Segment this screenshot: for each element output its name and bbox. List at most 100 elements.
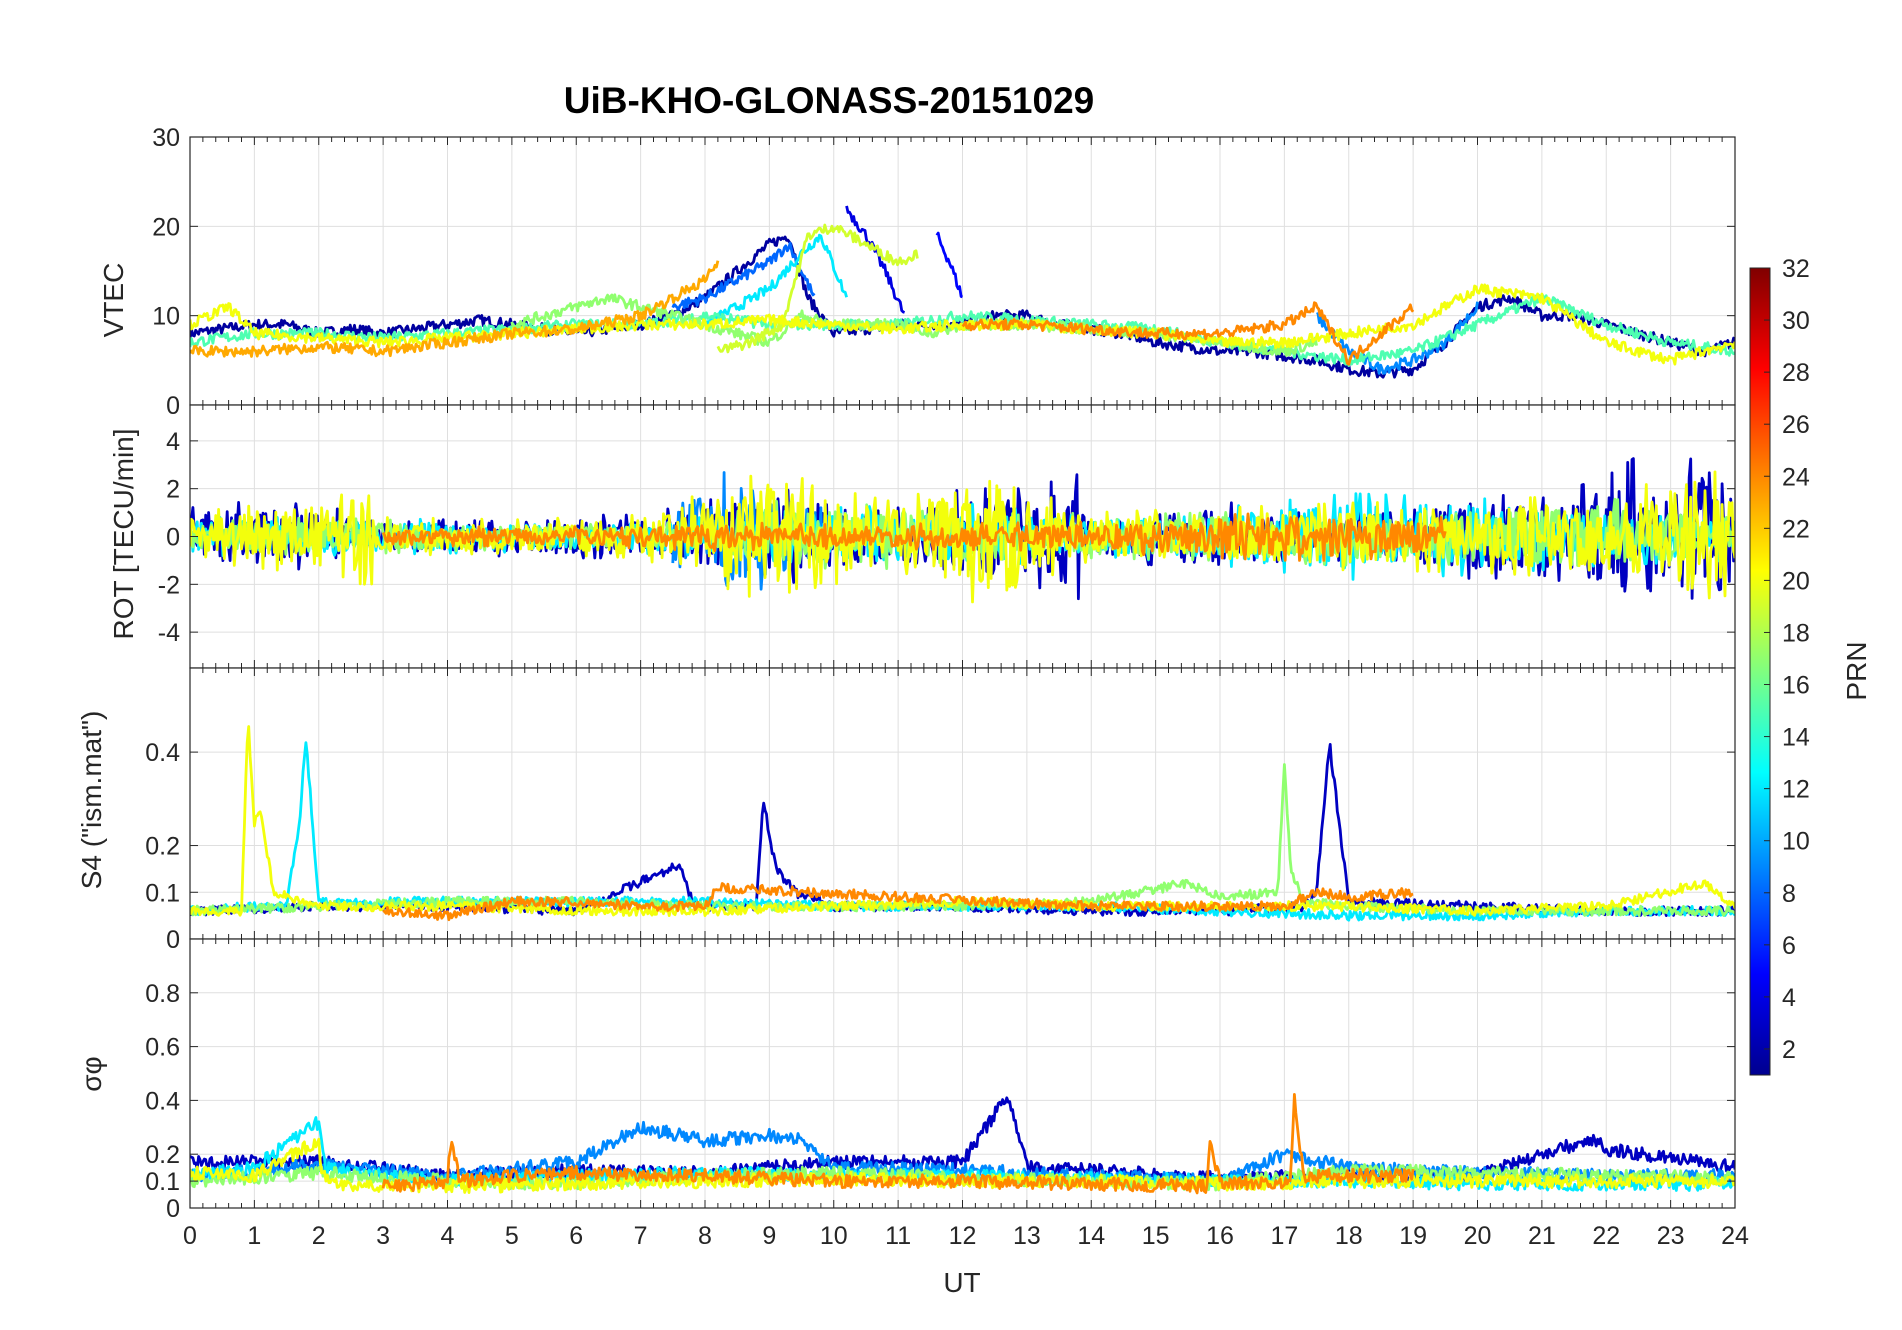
x-tick-label: 21 bbox=[1528, 1222, 1556, 1250]
y-tick-label: 2 bbox=[166, 476, 180, 504]
x-tick-label: 17 bbox=[1270, 1222, 1298, 1250]
y-axis-label-rot: ROT [TECU/min] bbox=[108, 428, 139, 639]
series-line-prn-23 bbox=[190, 260, 720, 358]
x-tick-label: 5 bbox=[505, 1222, 519, 1250]
panel-sigma_phi: 00.10.2 0.4 0.6 0.8 σφ bbox=[76, 938, 1736, 1223]
panel-s4: 0 0.1 0.2 0.4 S4 ("ism.mat") bbox=[76, 667, 1736, 954]
colorbar-tick-label: 12 bbox=[1782, 776, 1810, 804]
series-line-prn-4 bbox=[845, 205, 906, 314]
y-tick-label: 0.1 bbox=[145, 1168, 180, 1196]
x-tick-label: 15 bbox=[1142, 1222, 1170, 1250]
y-tick-label: 0.8 bbox=[145, 980, 180, 1008]
x-tick-label: 18 bbox=[1335, 1222, 1363, 1250]
x-tick-label: 10 bbox=[820, 1222, 848, 1250]
colorbar-label: PRN bbox=[1841, 641, 1872, 700]
colorbar-tick-label: 2 bbox=[1782, 1036, 1796, 1064]
colorbar-tick-label: 16 bbox=[1782, 672, 1810, 700]
series-group bbox=[190, 205, 1735, 379]
series-line-prn-24 bbox=[382, 882, 1414, 922]
y-tick-label: 0.1 bbox=[145, 879, 180, 907]
panel-rot: -4 -2 0 2 4 ROT [TECU/min] bbox=[108, 404, 1736, 669]
x-tick-label: 6 bbox=[569, 1222, 583, 1250]
colorbar-tick-label: 24 bbox=[1782, 463, 1810, 491]
series-line-prn-24 bbox=[961, 301, 1415, 366]
colorbar-tick-label: 18 bbox=[1782, 619, 1810, 647]
colorbar-gradient bbox=[1749, 267, 1771, 1076]
y-tick-label: -2 bbox=[158, 571, 180, 599]
x-tick-label: 7 bbox=[634, 1222, 648, 1250]
y-tick-label: 4 bbox=[166, 428, 180, 456]
x-tick-label: 1 bbox=[247, 1222, 261, 1250]
colorbar-tick-label: 30 bbox=[1782, 307, 1810, 335]
x-minor-ticks bbox=[189, 405, 1736, 668]
series-line-prn-9 bbox=[1316, 301, 1479, 375]
x-tick-label: 8 bbox=[698, 1222, 712, 1250]
series-line-prn-20 bbox=[190, 1137, 1735, 1194]
x-tick-label: 9 bbox=[762, 1222, 776, 1250]
colorbar-tick-label: 32 bbox=[1782, 255, 1810, 283]
colorbar-tick-label: 10 bbox=[1782, 828, 1810, 856]
series-line-prn-5 bbox=[935, 231, 963, 299]
y-tick-label: 0 bbox=[166, 926, 180, 954]
x-tick-label: 20 bbox=[1464, 1222, 1492, 1250]
colorbar-tick-label: 26 bbox=[1782, 411, 1810, 439]
x-axis-label: UT bbox=[943, 1267, 980, 1298]
series-line-prn-8 bbox=[671, 241, 816, 311]
x-tick-label: 12 bbox=[949, 1222, 977, 1250]
series-line-prn-15 bbox=[190, 292, 1735, 368]
x-tick-label: 0 bbox=[183, 1222, 197, 1250]
series-line-prn-17 bbox=[190, 763, 1735, 917]
y-axis-label-s4: S4 ("ism.mat") bbox=[76, 711, 107, 890]
y-tick-label: 0.4 bbox=[145, 1087, 180, 1115]
x-minor-ticks bbox=[189, 137, 1736, 405]
colorbar-tick-label: 22 bbox=[1782, 515, 1810, 543]
colorbar-tick-label: 14 bbox=[1782, 724, 1810, 752]
colorbar-tick-label: 20 bbox=[1782, 567, 1810, 595]
x-tick-label: 4 bbox=[441, 1222, 455, 1250]
series-line-prn-24 bbox=[381, 1093, 1415, 1195]
y-tick-label: 30 bbox=[152, 124, 180, 152]
y-tick-label: -4 bbox=[158, 619, 180, 647]
series-group bbox=[190, 725, 1735, 922]
colorbar-tick-label: 4 bbox=[1782, 984, 1796, 1012]
y-tick-label: 0.2 bbox=[145, 1141, 180, 1169]
x-tick-label: 14 bbox=[1077, 1222, 1105, 1250]
y-tick-label: 0.6 bbox=[145, 1034, 180, 1062]
colorbar-tick-label: 6 bbox=[1782, 932, 1796, 960]
series-line-prn-19 bbox=[716, 223, 919, 354]
x-tick-label: 2 bbox=[312, 1222, 326, 1250]
x-tick-label: 13 bbox=[1013, 1222, 1041, 1250]
y-tick-label: 0.2 bbox=[145, 833, 180, 861]
chart-title: UiB-KHO-GLONASS-20151029 bbox=[564, 80, 1094, 121]
x-tick-labels: 0 1 2 3 4 5 6 7 8 9 10 11 12 13 14 15 16 17 18 19 20 21 22 23 24 bbox=[183, 1222, 1749, 1250]
x-tick-label: 11 bbox=[885, 1222, 911, 1250]
x-tick-label: 24 bbox=[1721, 1222, 1749, 1250]
y-tick-label: 0.4 bbox=[145, 739, 180, 767]
y-axis-label-sigma_phi: σφ bbox=[76, 1056, 107, 1091]
series-group bbox=[190, 1093, 1735, 1195]
y-tick-label: 0 bbox=[166, 524, 180, 552]
x-tick-label: 3 bbox=[376, 1222, 390, 1250]
colorbar-tick-label: 28 bbox=[1782, 359, 1810, 387]
x-tick-label: 19 bbox=[1399, 1222, 1427, 1250]
y-tick-label: 20 bbox=[152, 213, 180, 241]
x-tick-label: 23 bbox=[1657, 1222, 1685, 1250]
y-tick-label: 10 bbox=[152, 303, 180, 331]
series-group bbox=[190, 457, 1735, 604]
y-tick-label: 0 bbox=[166, 1195, 180, 1223]
y-axis-label-vtec: VTEC bbox=[98, 263, 129, 338]
colorbar-tick-label: 8 bbox=[1782, 880, 1796, 908]
panel-vtec: 0 10 20 30 VTEC bbox=[98, 124, 1736, 420]
x-minor-ticks bbox=[189, 939, 1736, 1208]
series-line-prn-20 bbox=[190, 470, 1735, 604]
series-line-prn-24 bbox=[381, 512, 1447, 562]
x-tick-label: 16 bbox=[1206, 1222, 1234, 1250]
x-tick-label: 22 bbox=[1592, 1222, 1620, 1250]
series-line-prn-12 bbox=[703, 233, 848, 330]
x-minor-ticks bbox=[189, 668, 1736, 939]
y-tick-label: 0 bbox=[166, 392, 180, 420]
